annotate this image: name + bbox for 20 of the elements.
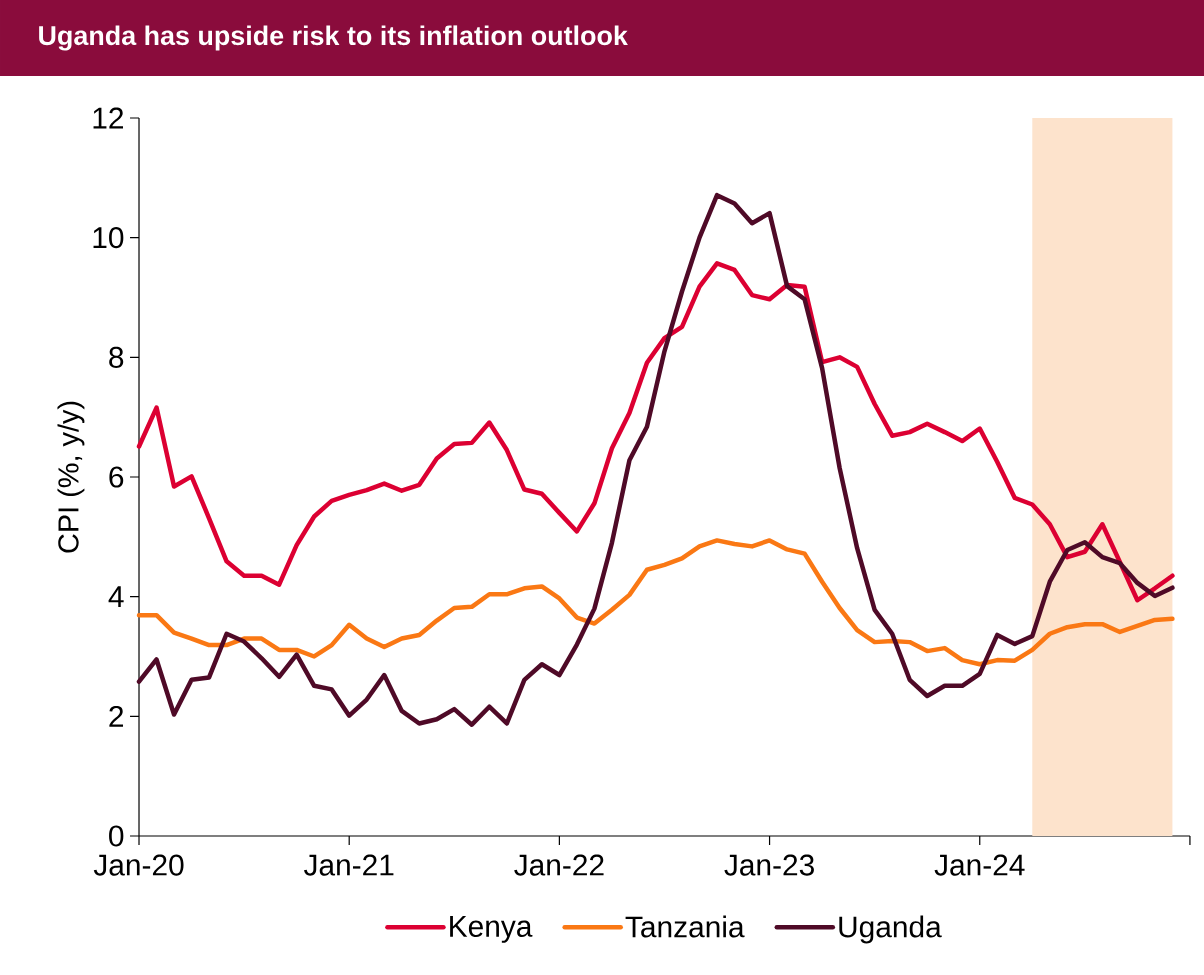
x-tick-label: Jan-20 bbox=[93, 854, 184, 876]
x-tick-label: Jan-22 bbox=[514, 854, 604, 876]
y-tick-label: 12 bbox=[93, 107, 124, 129]
legend-label: Tanzania bbox=[625, 915, 745, 938]
line-series bbox=[136, 261, 1175, 603]
y-axis-title: CPI (%, y/y) bbox=[57, 401, 85, 553]
y-tick-label: 0 bbox=[109, 825, 124, 847]
y-tick-label: 8 bbox=[109, 346, 124, 368]
legend-label: Kenya bbox=[450, 916, 533, 943]
line-series bbox=[136, 538, 1175, 667]
y-tick-label: 6 bbox=[109, 466, 124, 488]
x-tick-label: Jan-23 bbox=[724, 854, 814, 876]
line-series bbox=[136, 192, 1175, 727]
legend-label: Uganda bbox=[839, 915, 942, 944]
y-tick-label: 2 bbox=[109, 705, 124, 727]
chart-title: Uganda has upside risk to its inflation outlook bbox=[39, 25, 628, 51]
x-tick-label: Jan-24 bbox=[934, 854, 1025, 876]
y-tick-label: 10 bbox=[93, 227, 124, 249]
x-tick-label: Jan-21 bbox=[303, 854, 394, 876]
y-tick-label: 4 bbox=[108, 586, 124, 607]
